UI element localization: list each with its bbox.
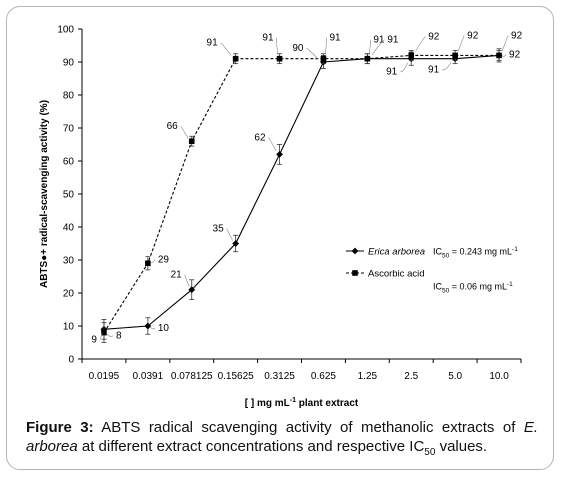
y-tick-label: 90 — [63, 58, 75, 69]
figure-frame — [6, 6, 554, 470]
figure-caption: Figure 3: ABTS radical scavenging activi… — [26, 418, 538, 462]
data-label: 91 — [428, 65, 440, 76]
series-line-1 — [103, 54, 500, 333]
label-leader — [306, 47, 319, 60]
data-point-square — [145, 260, 151, 267]
data-label: 21 — [171, 270, 183, 281]
data-point-diamond — [276, 151, 283, 158]
label-leader — [106, 333, 114, 337]
data-point-square — [408, 52, 415, 59]
y-tick-label: 20 — [63, 289, 75, 300]
x-tick-label: 10.0 — [489, 371, 509, 382]
x-axis-label: [ ] mg mL-1 plant extract — [245, 397, 359, 409]
y-tick-label: 100 — [57, 25, 74, 36]
label-leader — [324, 37, 327, 55]
x-tick-label: 5.0 — [448, 371, 462, 382]
data-label: 92 — [467, 30, 479, 41]
x-tick-label: 0.0195 — [89, 371, 120, 382]
data-label: 9 — [91, 334, 97, 345]
x-tick-label: 0.15625 — [218, 371, 255, 382]
legend-label-1: Ascorbic acid — [368, 269, 425, 280]
label-leader — [372, 39, 385, 55]
series-line-0 — [103, 54, 500, 330]
x-tick-label: 0.3125 — [264, 371, 295, 382]
label-leader — [276, 37, 279, 55]
y-tick-label: 0 — [68, 355, 74, 366]
data-point-square — [101, 329, 107, 336]
y-tick-label: 50 — [63, 190, 75, 201]
x-tick-label: 0.0391 — [133, 371, 164, 382]
x-tick-label: 1.25 — [358, 371, 378, 382]
label-leader — [150, 327, 156, 330]
data-point-square — [452, 52, 458, 59]
label-leader — [442, 62, 452, 71]
data-label: 35 — [213, 224, 225, 235]
label-leader — [400, 62, 409, 73]
y-tick-label: 60 — [63, 157, 75, 168]
caption-sub: 50 — [424, 447, 436, 458]
legend-marker-diamond — [351, 247, 359, 255]
data-point-square — [320, 55, 327, 62]
y-tick-label: 30 — [63, 256, 75, 267]
caption-text-a: ABTS radical scavenging activity of meth… — [93, 419, 524, 436]
data-label: 29 — [158, 254, 170, 265]
data-point-square — [364, 55, 371, 62]
data-label: 91 — [207, 38, 219, 49]
caption-text-b: at different extract concentrations and … — [77, 438, 425, 455]
label-leader — [368, 39, 371, 55]
ic50-label-0: IC50 = 0.243 mg mL-1 — [433, 246, 518, 260]
data-point-diamond — [232, 240, 240, 247]
data-point-diamond — [188, 286, 196, 294]
data-label: 92 — [428, 31, 440, 42]
data-label: 62 — [254, 132, 266, 143]
y-tick-label: 80 — [63, 91, 75, 102]
x-tick-label: 0.078125 — [171, 371, 213, 382]
data-label: 8 — [116, 331, 122, 342]
label-leader — [457, 35, 465, 52]
data-label: 92 — [511, 30, 523, 41]
label-leader — [220, 42, 232, 56]
data-point-square — [496, 52, 502, 59]
label-leader — [415, 36, 426, 52]
y-tick-label: 70 — [63, 124, 75, 135]
caption-species: E. arborea — [26, 419, 538, 455]
data-label: 91 — [387, 35, 399, 46]
data-label: 91 — [262, 33, 274, 44]
label-leader — [180, 126, 189, 139]
data-label: 66 — [167, 121, 179, 132]
data-label: 10 — [158, 323, 170, 334]
data-point-square — [188, 138, 195, 144]
label-leader — [501, 35, 509, 52]
data-point-square — [276, 55, 283, 62]
legend-label-0: Erica arborea — [368, 247, 425, 258]
label-leader — [150, 259, 156, 264]
y-axis-label: ABTS●+ radical-scavenging activity (%) — [39, 100, 50, 288]
ic50-label-1: IC50 = 0.06 mg mL-1 — [433, 281, 513, 295]
label-leader — [99, 332, 103, 340]
figure-label: Figure 3: — [26, 419, 94, 436]
label-leader — [184, 274, 190, 287]
data-label: 92 — [509, 49, 521, 60]
data-label: 91 — [386, 67, 398, 78]
x-tick-label: 2.5 — [404, 371, 418, 382]
legend-marker-square — [352, 270, 358, 276]
data-point-diamond — [144, 322, 152, 330]
data-label: 91 — [329, 33, 341, 44]
caption-text-c: values. — [435, 438, 488, 455]
x-tick-label: 0.625 — [311, 371, 336, 382]
data-point-square — [232, 55, 239, 62]
data-label: 91 — [373, 35, 385, 46]
y-tick-label: 10 — [63, 322, 75, 333]
label-leader — [226, 228, 233, 241]
data-label: 90 — [292, 43, 304, 54]
label-leader — [501, 54, 507, 57]
label-leader — [268, 137, 277, 152]
y-tick-label: 40 — [63, 223, 75, 234]
